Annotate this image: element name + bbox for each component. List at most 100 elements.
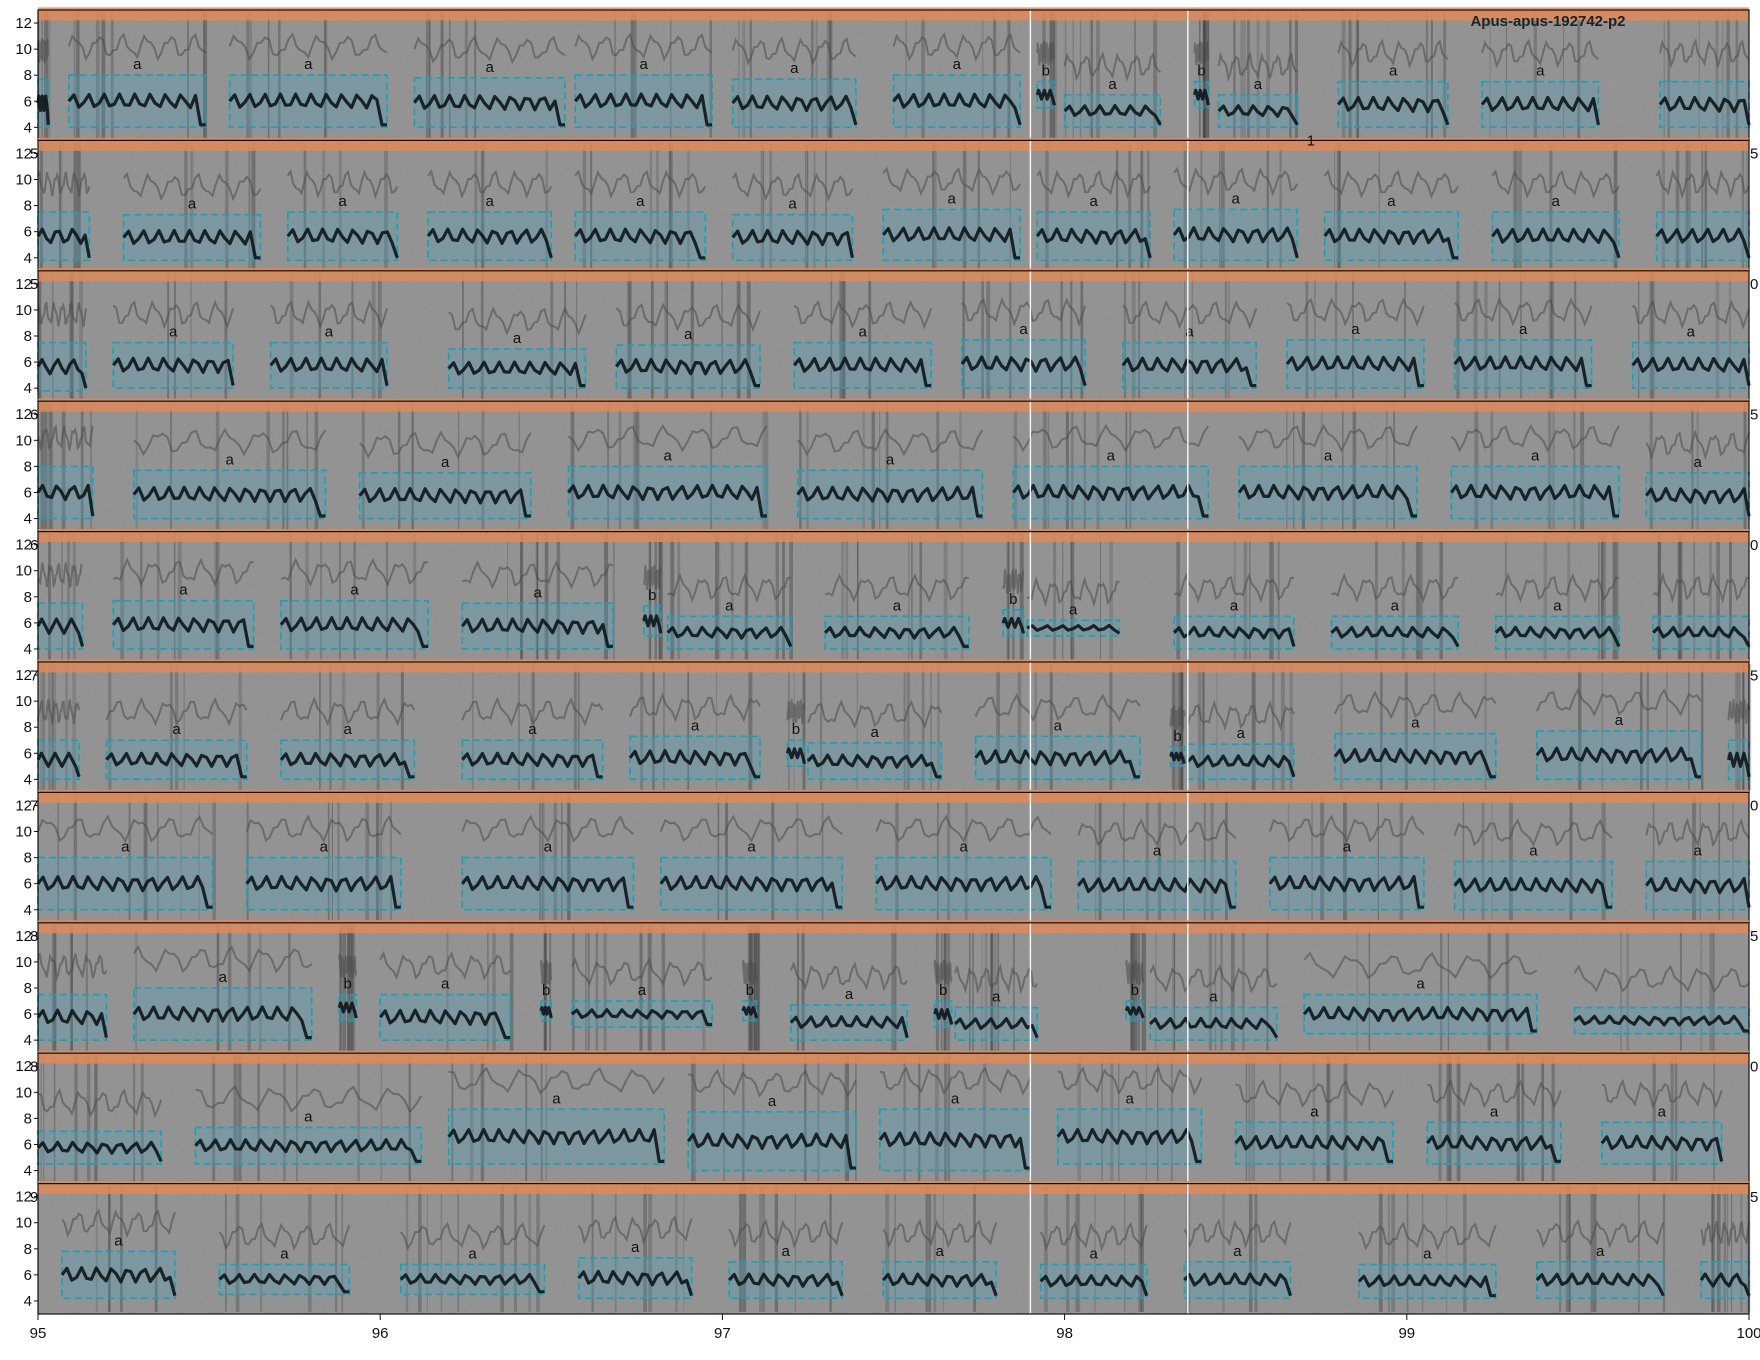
vertical-streak (1716, 533, 1720, 660)
harmonic-trace (1453, 818, 1613, 848)
vertical-streak (1457, 1055, 1461, 1182)
call-trace (793, 356, 932, 388)
vertical-streak (59, 142, 62, 269)
vertical-streak (1661, 142, 1665, 269)
call-trace (796, 485, 983, 518)
harmonic-trace (195, 1084, 423, 1114)
y-tick-label: 8 (24, 198, 32, 215)
call-trace (279, 751, 415, 779)
vertical-streak (811, 12, 814, 139)
vertical-streak (659, 533, 662, 660)
vertical-streak (471, 664, 474, 791)
vertical-streak (73, 142, 77, 269)
vertical-streak (95, 1185, 98, 1312)
segment-label: a (1519, 321, 1528, 338)
call-trace (1494, 625, 1621, 648)
vertical-streak (996, 664, 999, 791)
vertical-streak (217, 924, 220, 1052)
vertical-streak (183, 664, 185, 791)
vertical-streak (351, 272, 354, 400)
vertical-streak (759, 1185, 762, 1312)
vertical-streak (48, 533, 51, 660)
vertical-streak (762, 403, 767, 530)
vertical-streak (944, 924, 946, 1052)
vertical-streak (1154, 12, 1158, 139)
call-trace (1357, 1274, 1496, 1298)
call-trace (36, 483, 95, 517)
vertical-streak (943, 924, 947, 1052)
vertical-streak (1245, 1055, 1248, 1182)
vertical-streak (283, 1055, 286, 1182)
vertical-streak (38, 12, 40, 139)
harmonic-trace (1186, 699, 1295, 732)
call-trace (731, 94, 858, 126)
vertical-streak (1662, 1185, 1666, 1312)
call-trace (806, 753, 942, 779)
vertical-streak (1116, 142, 1119, 269)
row-edge-label-left: 9 (30, 1189, 38, 1206)
vertical-streak (72, 533, 76, 660)
row-edge-label-left: 6 (30, 537, 38, 554)
harmonic-trace (1183, 1218, 1292, 1250)
y-tick-label: 8 (24, 328, 32, 345)
vertical-streak (1731, 1185, 1733, 1312)
vertical-streak (1533, 12, 1537, 139)
call-trace (1026, 623, 1121, 635)
vertical-streak (120, 1185, 123, 1312)
call-trace (741, 1006, 759, 1019)
vertical-streak (761, 1185, 765, 1312)
vertical-streak (400, 664, 404, 791)
segment-label: a (631, 1239, 640, 1256)
vertical-streak (1248, 1185, 1253, 1312)
segment-label: b (939, 982, 947, 999)
call-trace (659, 874, 843, 909)
call-trace (785, 747, 807, 765)
vertical-streak (1220, 924, 1223, 1052)
vertical-streak (531, 664, 535, 791)
y-tick-label: 6 (24, 876, 32, 893)
call-trace (1600, 1134, 1724, 1162)
segment-label: a (886, 451, 895, 468)
y-tick-label: 8 (24, 67, 32, 84)
vertical-streak (906, 664, 910, 791)
vertical-streak (1693, 533, 1696, 660)
segment-label: a (169, 324, 178, 341)
vertical-streak (190, 272, 192, 400)
vertical-streak (143, 794, 148, 921)
vertical-streak (1601, 794, 1603, 921)
call-trace (881, 226, 1021, 260)
segment-label: a (441, 454, 450, 471)
harmonic-trace (1358, 1221, 1497, 1252)
vertical-streak (1703, 142, 1707, 269)
vertical-streak (1728, 272, 1732, 400)
vertical-streak (492, 924, 496, 1052)
segment-label: b (1009, 591, 1017, 608)
vertical-streak (1578, 664, 1582, 791)
vertical-streak (266, 403, 270, 530)
vertical-streak (1518, 142, 1522, 269)
vertical-streak (1052, 12, 1056, 139)
vertical-streak (839, 272, 843, 400)
y-tick-label: 6 (24, 93, 32, 110)
vertical-streak (1726, 1185, 1729, 1312)
vertical-streak (841, 272, 846, 400)
y-tick-label: 6 (24, 1006, 32, 1023)
spectrogram-noise (38, 1183, 1749, 1314)
harmonic-trace (122, 171, 262, 202)
vertical-streak (385, 533, 389, 660)
annotation-box (37, 993, 108, 1041)
annotation-box (687, 1111, 857, 1172)
vertical-streak (802, 924, 805, 1052)
segment-label: a (1230, 597, 1239, 614)
call-trace (426, 227, 553, 259)
harmonic-trace (629, 692, 761, 723)
vertical-streak (774, 1185, 778, 1312)
segment-label: a (1209, 989, 1218, 1006)
vertical-streak (1700, 924, 1703, 1052)
vertical-streak (1135, 924, 1139, 1052)
vertical-streak (76, 142, 81, 269)
vertical-streak (1615, 533, 1619, 660)
vertical-streak (1251, 664, 1256, 791)
vertical-streak (1652, 1055, 1656, 1182)
row-edge-label-left: 7 (30, 798, 38, 815)
